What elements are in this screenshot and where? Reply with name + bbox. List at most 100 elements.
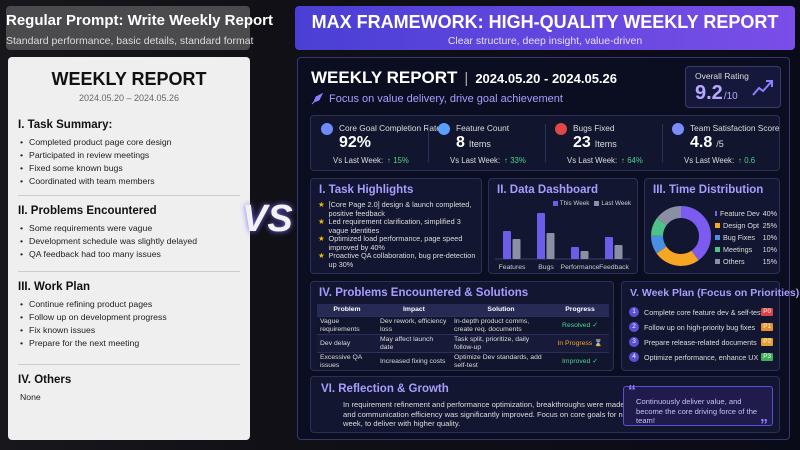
table-cell: Dev delay: [320, 339, 351, 347]
item-text: Some requirements were vague: [29, 223, 153, 233]
bullet-item: • Fixed some known bugs: [20, 163, 123, 173]
legend-value: 40%: [762, 209, 777, 218]
bullet: •: [20, 223, 24, 233]
kpi-unit: /5: [716, 139, 724, 149]
table-row: Excessive QA issues Increased fixing cost…: [317, 353, 609, 371]
kpi-label: Team Satisfaction Score: [690, 123, 780, 133]
left-card: WEEKLY REPORT 2024.05.20 – 2024.05.26 I. T…: [8, 57, 250, 440]
kpi-value: 8: [456, 134, 465, 151]
rating-unit: /10: [723, 91, 738, 102]
bar: [512, 239, 521, 259]
bullet-item: • Completed product page core design: [20, 137, 172, 147]
legend-label: Bug Fixes: [723, 233, 755, 242]
kpi-row: Core Goal Completion Rate 92% Vs Last Week…: [310, 115, 780, 171]
legend-row: Others 15%: [715, 257, 777, 266]
panel-title: III. Time Distribution: [653, 184, 764, 196]
bullet-item: • Development schedule was slightly delay…: [20, 236, 197, 246]
category-label: Feedback: [599, 264, 629, 271]
left-header: Regular Prompt: Write Weekly Report Stand…: [6, 6, 273, 50]
legend-label: Others: [723, 257, 745, 266]
table-cell: Task split, prioritize, daily follow-up: [454, 336, 530, 351]
bar: [605, 237, 613, 259]
bar: [571, 247, 579, 259]
bullet-item: None: [20, 392, 41, 402]
section-heading: III. Work Plan: [18, 281, 90, 293]
priority-tag: P1: [761, 323, 773, 331]
time-panel: III. Time Distribution Feature Dev 40% Desi…: [644, 178, 780, 274]
table-row: Dev delay May affect launch date Task spli…: [317, 335, 609, 353]
kpi-change: ↑ 33%: [504, 156, 526, 165]
legend-row: Feature Dev 40%: [715, 209, 777, 218]
kpi-label: Feature Count: [456, 123, 510, 133]
panel-title: V. Week Plan (Focus on Priorities): [630, 287, 800, 299]
item-text: Continue refining product pages: [29, 299, 153, 309]
trend-icon: [752, 80, 773, 96]
bullet-item: • Prepare for the next meeting: [20, 338, 139, 348]
legend-row: Meetings 10%: [715, 245, 777, 254]
item-text: Follow up on development progress: [29, 312, 167, 322]
kpi-change: ↑ 64%: [621, 156, 643, 165]
item-text: Participated in review meetings: [29, 150, 150, 160]
kpi-label: Bugs Fixed: [573, 123, 615, 133]
plan-text: Optimize performance, enhance UX: [644, 353, 759, 362]
star-icon: ★: [318, 251, 325, 260]
item-text: Prepare for the next meeting: [29, 338, 140, 348]
report-title: WEEKLY REPORT: [51, 69, 207, 89]
item-text: Fixed some known bugs: [29, 163, 123, 173]
column-header: Problem: [333, 306, 361, 314]
column-header: Impact: [403, 306, 425, 314]
separator: [18, 195, 240, 196]
problems-table: Problem Impact Solution Progress Vague requi…: [317, 304, 609, 371]
legend-label: Design Opt: [723, 221, 759, 230]
quote-box: “ ” Continuously deliver value, and become…: [623, 383, 773, 434]
legend-swatch: [715, 259, 720, 264]
reflection-panel: VI. Reflection & Growth In requirement re…: [310, 376, 780, 434]
highlight-text: Proactive QA collaboration, bug pre-dete…: [328, 251, 476, 269]
table-cell: Vague requirements: [320, 318, 360, 333]
rating-box: Overall Rating 9.2/10: [685, 66, 781, 108]
highlights-panel: I. Task Highlights ★ [Core Page 2.0] desig…: [310, 178, 482, 274]
bullet: •: [20, 163, 24, 173]
item-text: Coordinated with team members: [29, 176, 155, 186]
plan-panel: V. Week Plan (Focus on Priorities) 1 Compl…: [621, 281, 799, 371]
right-title: MAX FRAMEWORK: HIGH-QUALITY WEEKLY REPOR…: [311, 12, 779, 32]
bullet: •: [20, 325, 24, 335]
column-header: Progress: [565, 306, 595, 314]
kpi-compare: Vs Last Week:: [684, 156, 735, 165]
bullet: •: [20, 150, 24, 160]
bullet-item: • Some requirements were vague: [20, 223, 152, 233]
kpi-value: 4.8: [690, 134, 713, 151]
legend-swatch: [715, 235, 720, 240]
problems-panel: IV. Problems Encountered & Solutions Prob…: [310, 281, 614, 371]
plan-text: Complete core feature dev & self-test: [644, 308, 763, 317]
legend-label: This Week: [559, 200, 590, 207]
star-icon: ★: [318, 217, 325, 226]
highlight-text: Led requirement clarification, simplifie…: [328, 217, 461, 235]
legend-row: Bug Fixes 10%: [715, 233, 777, 242]
table-cell: In Progress ⌛: [557, 339, 603, 347]
item-text: QA feedback had too many issues: [29, 249, 161, 259]
kpi-icon: [321, 123, 333, 135]
separator: [18, 271, 240, 272]
donut-chart: [651, 206, 711, 266]
rating-value: 9.2: [695, 82, 723, 104]
trend-line: [752, 80, 773, 96]
bullet: •: [20, 338, 24, 348]
bar: [546, 233, 555, 259]
plan-number: 3: [629, 337, 639, 347]
legend-value: 10%: [762, 245, 777, 254]
rocket-icon: [311, 93, 323, 105]
plan-number: 4: [629, 352, 639, 362]
priority-tag: P0: [761, 308, 773, 316]
star-icon: ★: [318, 234, 325, 243]
priority-tag: P3: [761, 353, 773, 361]
kpi-divider: [428, 124, 429, 162]
table-cell: Increased fixing costs: [380, 357, 446, 365]
legend-swatch: [552, 201, 558, 206]
highlight-item: ★ Optimized load performance, page speed …: [318, 234, 478, 252]
kpi-value: 23: [573, 134, 591, 151]
kpi-value-row: 23 Items: [573, 134, 617, 152]
legend-value: 25%: [762, 221, 777, 230]
item-text: Development schedule was slightly delaye…: [29, 236, 198, 246]
